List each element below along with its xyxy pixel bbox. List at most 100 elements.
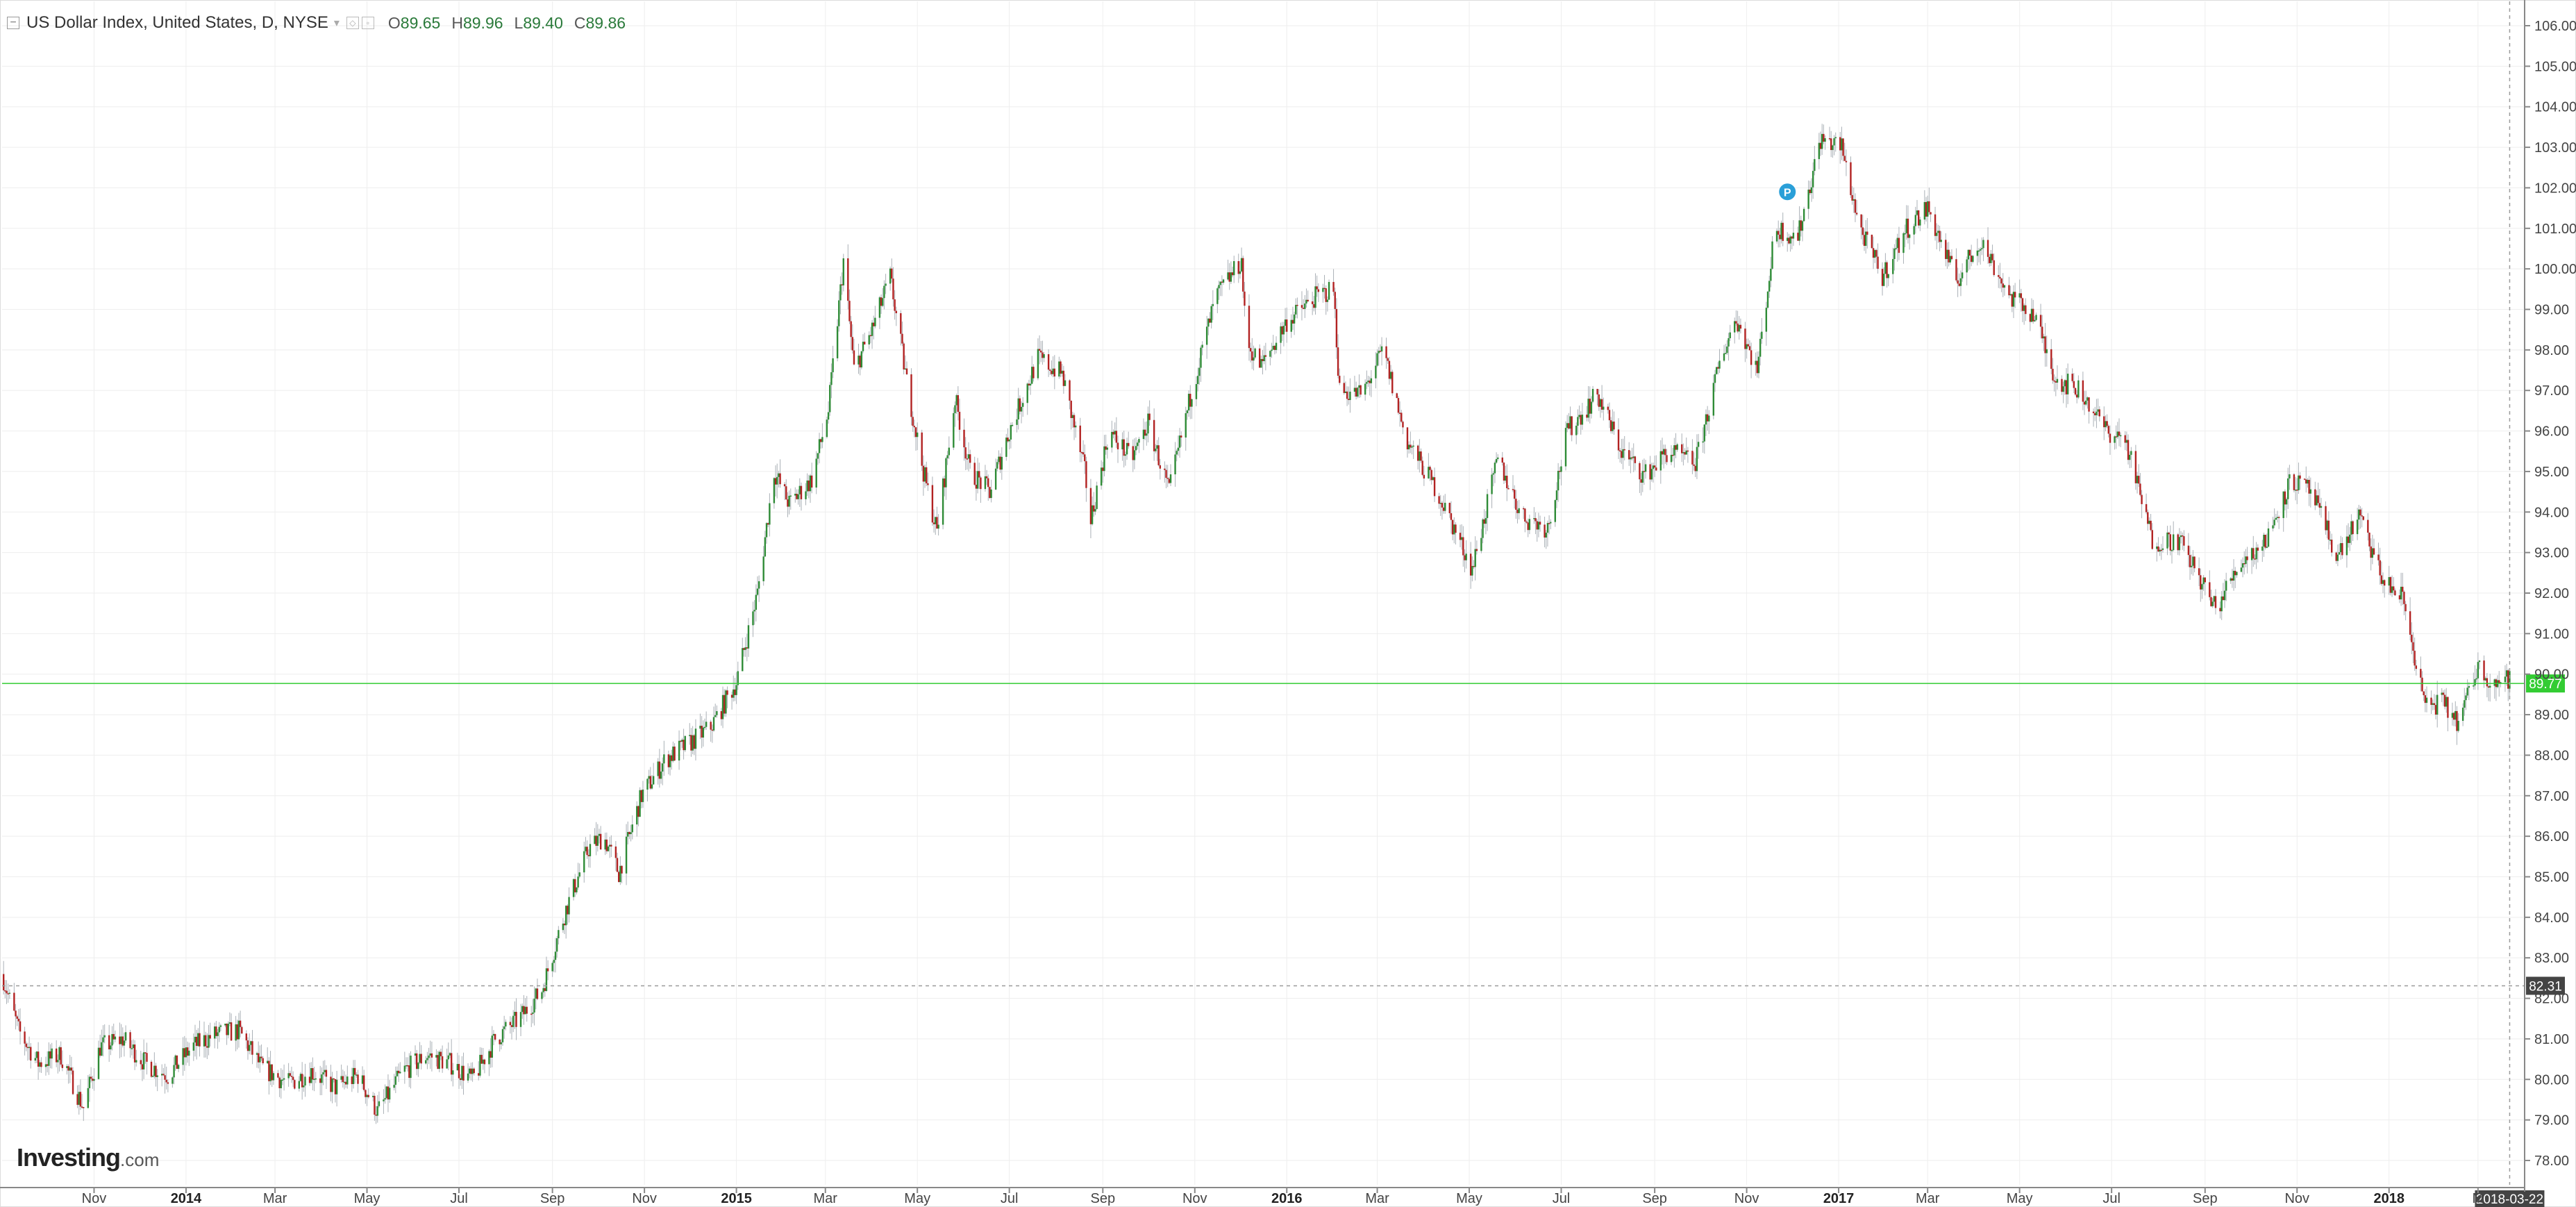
candle-up xyxy=(2505,670,2508,677)
visibility-icon[interactable]: ◇ xyxy=(346,17,359,29)
candle-up xyxy=(1937,231,1939,233)
candle-down xyxy=(2318,503,2321,508)
candle-up xyxy=(2273,519,2275,526)
candle-down xyxy=(2352,521,2354,535)
candle-down xyxy=(2231,578,2234,581)
candle-down xyxy=(796,494,798,499)
candle-up xyxy=(426,1058,428,1060)
candle-down xyxy=(430,1053,433,1058)
candle-down xyxy=(1649,464,1651,480)
candle-down xyxy=(2398,595,2401,600)
candle-down xyxy=(2115,436,2117,438)
candle-down xyxy=(693,735,695,749)
candle-down xyxy=(2182,535,2184,537)
candle-down xyxy=(1619,450,1621,452)
candle-down xyxy=(122,1036,124,1046)
candle-down xyxy=(1925,201,1927,217)
candle-up xyxy=(1210,306,1212,323)
candle-up xyxy=(2298,475,2300,490)
candle-down xyxy=(37,1051,40,1067)
x-tick-label: Sep xyxy=(1642,1191,1667,1206)
candle-up xyxy=(1766,291,1769,308)
candle-up xyxy=(794,494,796,496)
candle-down xyxy=(79,1092,82,1107)
candle-down xyxy=(785,486,787,500)
candle-up xyxy=(1185,413,1187,438)
y-tick-label: 78.00 xyxy=(2534,1154,2569,1169)
candle-down xyxy=(1507,488,1509,490)
candle-down xyxy=(1291,319,1294,324)
candle-down xyxy=(1845,160,1848,163)
candle-up xyxy=(87,1088,89,1108)
x-tick-label: Nov xyxy=(1182,1191,1207,1206)
candle-down xyxy=(1586,415,1588,418)
candle-up xyxy=(1771,241,1773,269)
candle-down xyxy=(1842,138,1844,156)
candle-down xyxy=(989,487,991,499)
candle-up xyxy=(663,754,665,764)
candle-down xyxy=(2183,536,2185,546)
candle-down xyxy=(2384,580,2386,586)
candle-up xyxy=(378,1101,380,1106)
candle-down xyxy=(1866,231,1868,235)
candle-up xyxy=(1883,274,1885,286)
collapse-icon[interactable]: − xyxy=(7,17,19,29)
candle-down xyxy=(730,694,733,698)
candle-down xyxy=(1159,465,1162,469)
candle-up xyxy=(1326,299,1329,302)
candle-up xyxy=(2030,308,2033,322)
candle-up xyxy=(1169,474,1172,483)
candle-up xyxy=(1284,319,1287,326)
candle-down xyxy=(859,356,861,368)
candle-down xyxy=(2014,292,2016,298)
candle-down xyxy=(2039,315,2042,327)
candle-up xyxy=(1178,435,1181,448)
settings-icon[interactable]: ▫ xyxy=(361,17,374,29)
candle-down xyxy=(2209,582,2211,597)
candle-up xyxy=(2371,548,2374,558)
candle-down xyxy=(1634,456,1637,463)
candle-down xyxy=(2368,532,2370,547)
candle-up xyxy=(2043,336,2045,339)
candle-up xyxy=(1949,256,1951,263)
candle-down xyxy=(1596,389,1598,395)
candle-up xyxy=(1176,451,1178,455)
candle-up xyxy=(1100,467,1103,486)
candle-up xyxy=(1812,171,1814,188)
candle-down xyxy=(963,429,965,448)
candle-down xyxy=(1609,420,1612,431)
candle-down xyxy=(1823,133,1825,142)
candle-up xyxy=(2064,380,2066,387)
candle-down xyxy=(416,1053,418,1069)
candle-down xyxy=(2141,494,2143,504)
candle-up xyxy=(39,1062,41,1067)
chevron-down-icon[interactable]: ▾ xyxy=(333,17,340,29)
candle-up xyxy=(1504,475,1507,481)
candle-down xyxy=(2098,409,2100,417)
candle-up xyxy=(44,1064,47,1067)
candle-down xyxy=(81,1106,83,1108)
close-label: C xyxy=(574,13,586,32)
candle-up xyxy=(1738,324,1740,332)
candle-down xyxy=(671,755,673,761)
candle-down xyxy=(1325,288,1327,302)
candle-up xyxy=(1263,355,1265,362)
candle-up xyxy=(651,784,653,789)
candle-up xyxy=(324,1069,326,1073)
candle-up xyxy=(2023,305,2025,311)
candle-up xyxy=(797,494,799,499)
candle-up xyxy=(1775,231,1778,242)
candle-down xyxy=(957,395,960,412)
candle-down xyxy=(271,1064,273,1081)
candle-up xyxy=(1187,394,1190,410)
candle-down xyxy=(1221,281,1223,283)
candle-up xyxy=(583,851,585,873)
candle-down xyxy=(1655,467,1657,471)
candle-up xyxy=(553,960,555,963)
candle-down xyxy=(1105,446,1107,450)
candle-up xyxy=(1569,416,1571,429)
y-tick-label: 79.00 xyxy=(2534,1113,2569,1129)
candle-up xyxy=(2320,506,2323,508)
candle-down xyxy=(810,475,813,488)
